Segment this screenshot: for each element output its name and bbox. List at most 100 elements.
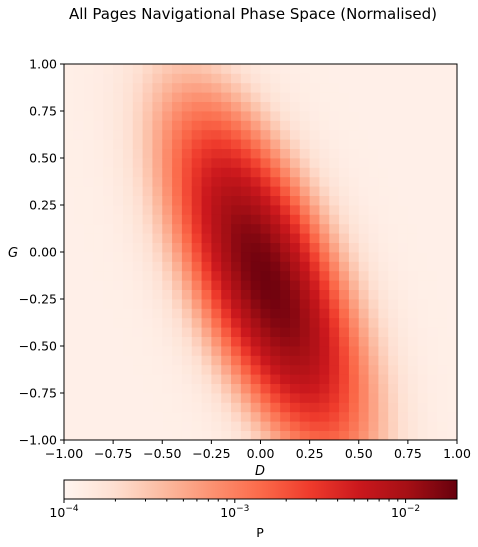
heatmap-cell xyxy=(240,148,252,159)
heatmap-cell xyxy=(319,421,330,431)
heatmap-cell xyxy=(191,317,202,328)
heatmap-cell xyxy=(103,421,114,431)
heatmap-cell xyxy=(240,205,252,215)
heatmap-cell xyxy=(388,421,399,431)
heatmap-cell xyxy=(398,317,409,328)
heatmap-cell xyxy=(280,186,291,196)
heatmap-cell xyxy=(240,280,252,290)
heatmap-cell xyxy=(142,223,153,234)
heatmap-cell xyxy=(280,364,291,375)
heatmap-cell xyxy=(398,327,409,337)
heatmap-cell xyxy=(329,346,340,356)
heatmap-cell xyxy=(447,355,458,366)
heatmap-cell xyxy=(211,308,222,319)
heatmap-cell xyxy=(378,176,389,187)
heatmap-cell xyxy=(83,280,94,290)
heatmap-cell xyxy=(407,120,419,131)
heatmap-cell xyxy=(329,289,340,300)
heatmap-cell xyxy=(64,280,75,290)
heatmap-cell xyxy=(103,120,114,131)
heatmap-cell xyxy=(348,111,360,121)
heatmap-cell xyxy=(122,92,134,102)
heatmap-cell xyxy=(122,158,134,168)
heatmap-cell xyxy=(319,346,330,356)
heatmap-cell xyxy=(270,299,281,309)
colorbar-label: P xyxy=(256,525,264,540)
heatmap-cell xyxy=(280,430,291,441)
heatmap-cell xyxy=(447,411,458,422)
heatmap-cell xyxy=(437,299,448,309)
heatmap-cell xyxy=(181,139,193,149)
heatmap-cell xyxy=(152,195,163,206)
heatmap-cell xyxy=(201,120,212,131)
heatmap-cell xyxy=(299,430,311,441)
heatmap-cell xyxy=(172,148,183,159)
heatmap-cell xyxy=(231,64,242,74)
heatmap-cell xyxy=(437,111,448,121)
heatmap-cell xyxy=(113,129,124,140)
heatmap-cell xyxy=(181,336,193,347)
heatmap-cell xyxy=(378,383,389,394)
heatmap-cell xyxy=(437,223,448,234)
heatmap-cell xyxy=(172,317,183,328)
heatmap-cell xyxy=(113,374,124,384)
heatmap-cell xyxy=(93,308,104,319)
heatmap-cell xyxy=(221,64,232,74)
heatmap-cell xyxy=(122,383,134,394)
heatmap-cell xyxy=(368,383,379,394)
heatmap-cell xyxy=(93,64,104,74)
heatmap-cell xyxy=(103,261,114,272)
heatmap-cell xyxy=(201,82,212,93)
heatmap-cell xyxy=(309,402,320,413)
x-axis-ticks: −1.00 −0.75 −0.50 −0.25 0.00 0.25 0.50 0.75 1.00 xyxy=(45,440,471,461)
heatmap-cell xyxy=(437,73,448,84)
heatmap-cell xyxy=(417,167,428,178)
heatmap-cell xyxy=(388,186,399,196)
heatmap-cell xyxy=(93,364,104,375)
heatmap-cell xyxy=(280,346,291,356)
heatmap-cell xyxy=(73,383,85,394)
heatmap-cell xyxy=(260,383,271,394)
heatmap-cell xyxy=(221,270,232,281)
heatmap-cell xyxy=(172,364,183,375)
heatmap-cell xyxy=(142,101,153,112)
heatmap-cell xyxy=(407,355,419,366)
heatmap-cell xyxy=(201,64,212,74)
heatmap-cell xyxy=(162,186,173,196)
heatmap-cell xyxy=(142,308,153,319)
heatmap-cell xyxy=(162,402,173,413)
heatmap-cell xyxy=(339,82,350,93)
heatmap-cell xyxy=(358,129,369,140)
heatmap-cell xyxy=(407,139,419,149)
heatmap-cell xyxy=(211,64,222,74)
heatmap-cell xyxy=(437,186,448,196)
heatmap-cell xyxy=(319,186,330,196)
heatmap-cell xyxy=(142,270,153,281)
heatmap-cell xyxy=(329,120,340,131)
heatmap-cell xyxy=(122,139,134,149)
heatmap-cell xyxy=(201,430,212,441)
heatmap-cell xyxy=(250,317,261,328)
heatmap-cell xyxy=(152,82,163,93)
heatmap-cell xyxy=(358,327,369,337)
heatmap-cell xyxy=(221,430,232,441)
heatmap-cell xyxy=(270,64,281,74)
heatmap-cell xyxy=(319,317,330,328)
heatmap-cell xyxy=(132,186,143,196)
heatmap-cell xyxy=(309,374,320,384)
heatmap-cell xyxy=(398,308,409,319)
heatmap-cell xyxy=(398,186,409,196)
heatmap-cell xyxy=(73,393,85,403)
heatmap-cell xyxy=(211,280,222,290)
heatmap-cell xyxy=(368,336,379,347)
heatmap-cell xyxy=(289,214,301,225)
heatmap-cell xyxy=(83,92,94,102)
heatmap-cell xyxy=(162,92,173,102)
heatmap-cell xyxy=(231,233,242,243)
heatmap-cell xyxy=(181,73,193,84)
heatmap-cell xyxy=(427,430,438,441)
heatmap-cell xyxy=(231,139,242,149)
heatmap-cell xyxy=(211,252,222,262)
heatmap-cell xyxy=(398,158,409,168)
heatmap-cell xyxy=(132,280,143,290)
